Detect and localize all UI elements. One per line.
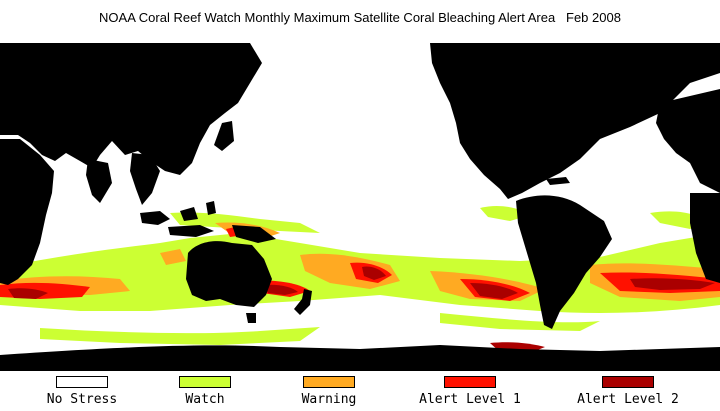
legend-swatch-no-stress: [56, 376, 108, 388]
map-title: NOAA Coral Reef Watch Monthly Maximum Sa…: [99, 10, 621, 25]
legend-swatch-alert-level-2: [602, 376, 654, 388]
legend-item-alert-level-2: Alert Level 2: [573, 376, 683, 407]
legend-swatch-alert-level-1: [444, 376, 496, 388]
bleaching-alert-map: [0, 43, 720, 371]
legend-label-warning: Warning: [301, 392, 357, 407]
legend-label-alert-level-2: Alert Level 2: [577, 392, 679, 407]
legend-label-watch: Watch: [185, 392, 225, 407]
legend-item-warning: Warning: [274, 376, 384, 407]
legend-item-watch: Watch: [150, 376, 260, 407]
legend-label-alert-level-1: Alert Level 1: [419, 392, 521, 407]
legend-item-no-stress: No Stress: [27, 376, 137, 407]
legend-item-alert-level-1: Alert Level 1: [415, 376, 525, 407]
legend-swatch-warning: [303, 376, 355, 388]
land: [0, 43, 720, 371]
legend-swatch-watch: [179, 376, 231, 388]
legend-label-no-stress: No Stress: [46, 392, 118, 407]
